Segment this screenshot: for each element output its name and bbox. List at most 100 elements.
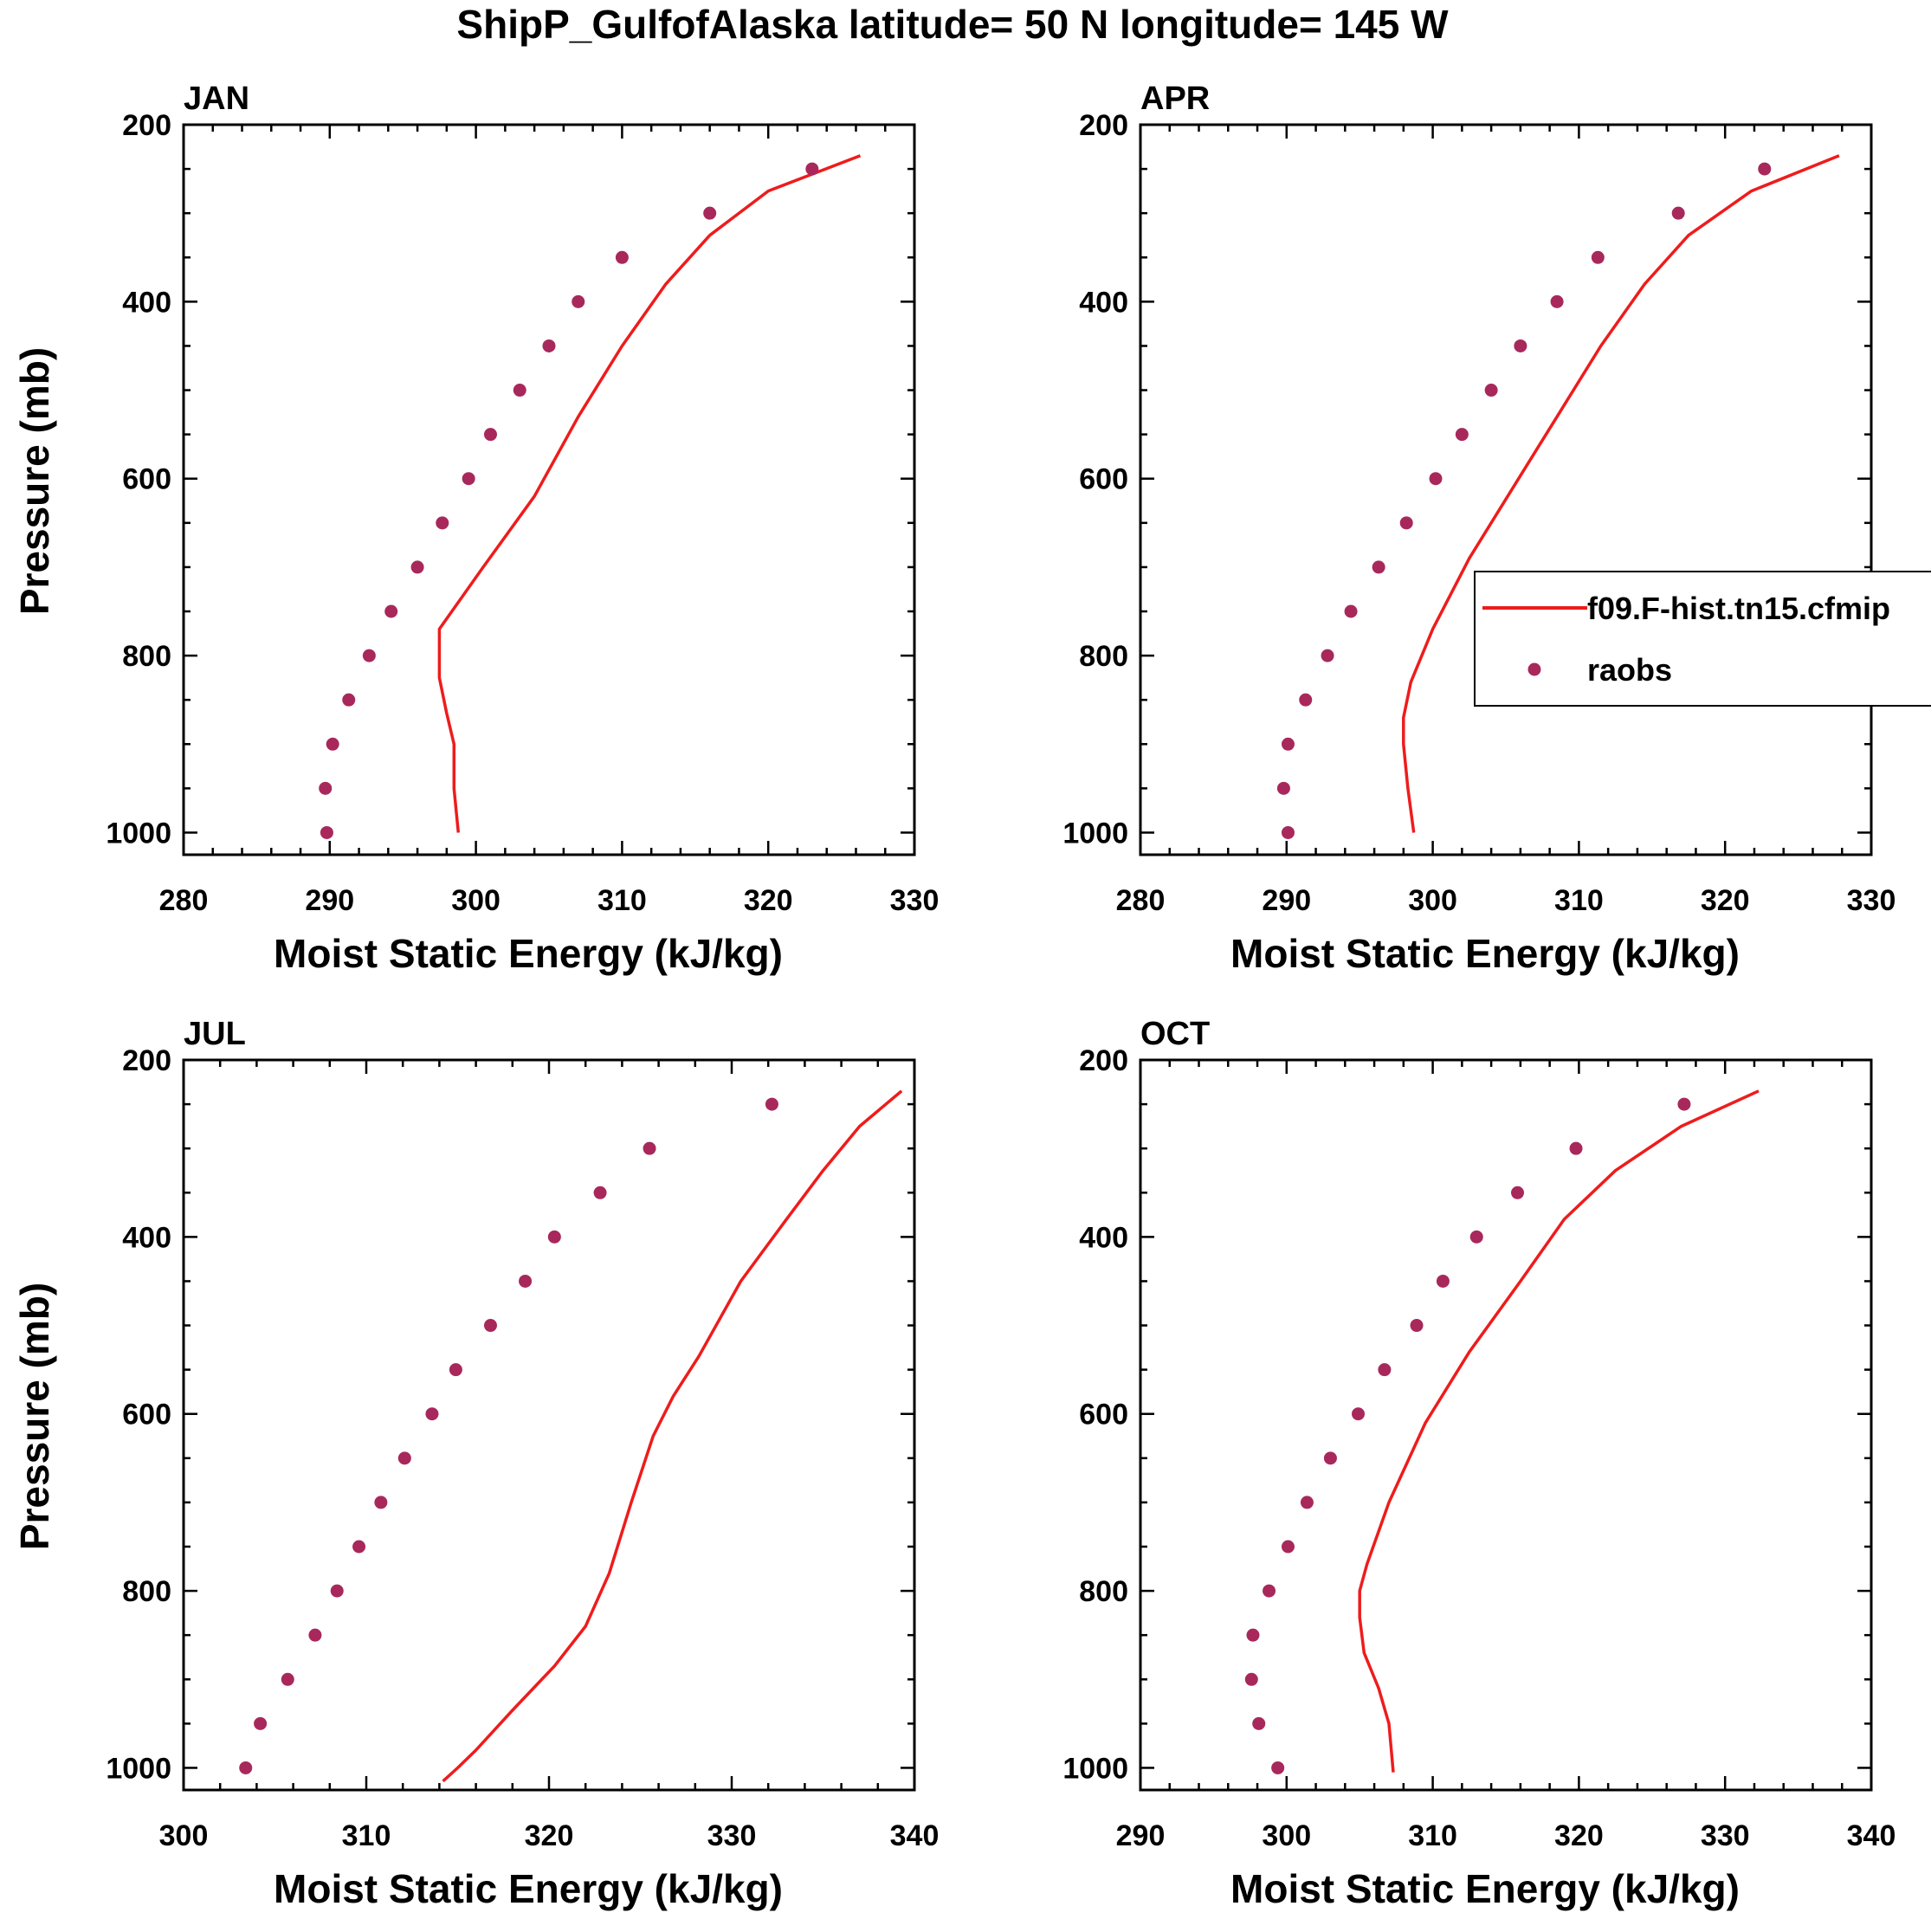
y-axis-label: Pressure (mb)	[12, 1283, 57, 1550]
y-tick-label: 1000	[1062, 817, 1128, 850]
panel-title: JUL	[184, 1016, 246, 1052]
obs-point	[1758, 162, 1772, 176]
obs-point	[239, 1761, 253, 1774]
obs-point	[765, 1097, 778, 1111]
y-tick-label: 800	[122, 1575, 171, 1608]
x-axis-label: Moist Static Energy (kJ/kg)	[274, 1866, 783, 1911]
legend-label-obs: raobs	[1587, 652, 1672, 688]
obs-point	[483, 428, 497, 442]
obs-point	[1271, 1761, 1285, 1774]
y-tick-label: 400	[1079, 1221, 1128, 1254]
obs-point	[1429, 472, 1443, 486]
x-axis-label: Moist Static Energy (kJ/kg)	[1230, 1866, 1740, 1911]
obs-point	[1372, 560, 1385, 574]
obs-point	[615, 250, 629, 264]
legend-marker-swatch	[1527, 662, 1541, 676]
obs-point	[805, 162, 819, 176]
obs-point	[1246, 1628, 1260, 1642]
obs-point	[1323, 1451, 1337, 1465]
obs-point	[319, 781, 333, 795]
obs-point	[1569, 1141, 1583, 1155]
y-tick-label: 600	[122, 463, 171, 496]
obs-point	[513, 384, 526, 397]
x-tick-label: 290	[1262, 884, 1311, 917]
panel-apr: APR 280 290 300 310 320 330 200 400 600 800 1000 Moi…	[1062, 81, 1895, 976]
obs-point	[593, 1186, 607, 1199]
obs-point	[547, 1230, 561, 1244]
obs-point	[1252, 1716, 1266, 1730]
y-tick-label: 1000	[106, 1752, 171, 1785]
x-tick-label: 320	[1554, 1819, 1604, 1852]
x-tick-label: 280	[1116, 884, 1166, 917]
obs-point	[326, 737, 339, 751]
x-tick-label: 320	[1701, 884, 1750, 917]
plot-frame	[1139, 1058, 1873, 1792]
obs-point	[1344, 604, 1358, 618]
panel-jan: JAN 280 290 300 310 320 330 200 400 600 800 1000 Moi…	[12, 81, 939, 976]
obs-point	[1399, 516, 1413, 530]
y-tick-label: 800	[1079, 640, 1128, 673]
x-tick-label: 300	[451, 884, 501, 917]
obs-point	[320, 825, 333, 839]
panel-jul: JUL 300 310 320 330 340 200 400 600 800 1000 Moist …	[12, 1016, 939, 1911]
y-tick-label: 400	[122, 286, 171, 319]
obs-point	[342, 693, 356, 707]
obs-point	[1281, 737, 1295, 751]
obs-point	[1276, 781, 1290, 795]
series-line-model	[1358, 1089, 1760, 1773]
obs-point	[374, 1496, 388, 1509]
x-tick-label: 330	[1847, 884, 1896, 917]
x-axis-label: Moist Static Energy (kJ/kg)	[1230, 931, 1740, 976]
plot-frame	[1139, 123, 1873, 856]
x-tick-label: 320	[525, 1819, 574, 1852]
obs-point	[1352, 1407, 1366, 1421]
obs-point	[330, 1584, 344, 1598]
plot-frame	[182, 123, 916, 856]
legend-label-model: f09.F-hist.tn15.cfmip	[1587, 591, 1890, 626]
obs-point	[362, 649, 376, 662]
y-tick-label: 600	[1079, 463, 1128, 496]
obs-point	[1671, 206, 1685, 220]
obs-point	[1514, 339, 1527, 352]
obs-point	[1244, 1672, 1258, 1686]
y-tick-label: 200	[1079, 109, 1128, 142]
x-tick-label: 290	[1116, 1819, 1166, 1852]
y-tick-label: 400	[122, 1221, 171, 1254]
x-tick-label: 310	[597, 884, 647, 917]
y-tick-label: 200	[1079, 1044, 1128, 1077]
obs-point	[1378, 1363, 1392, 1377]
y-tick-label: 600	[122, 1399, 171, 1431]
obs-point	[703, 206, 717, 220]
x-tick-label: 300	[159, 1819, 209, 1852]
x-tick-label: 310	[342, 1819, 391, 1852]
x-tick-label: 330	[1701, 1819, 1750, 1852]
obs-point	[1263, 1584, 1276, 1598]
x-tick-label: 340	[890, 1819, 940, 1852]
x-tick-label: 310	[1408, 1819, 1457, 1852]
panel-title: JAN	[184, 81, 249, 117]
obs-point	[519, 1274, 533, 1288]
obs-point	[449, 1363, 462, 1377]
y-tick-label: 200	[122, 1044, 171, 1077]
obs-point	[1281, 1540, 1295, 1554]
x-tick-label: 290	[305, 884, 354, 917]
legend: f09.F-hist.tn15.cfmip raobs	[1474, 571, 1931, 707]
obs-point	[1281, 825, 1295, 839]
x-axis-label: Moist Static Energy (kJ/kg)	[274, 931, 783, 976]
obs-point	[1550, 294, 1564, 308]
obs-point	[1436, 1274, 1450, 1288]
panel-title: OCT	[1140, 1016, 1210, 1052]
obs-point	[1410, 1319, 1424, 1333]
x-tick-label: 330	[707, 1819, 757, 1852]
y-tick-label: 1000	[1062, 1752, 1128, 1785]
x-tick-label: 280	[159, 884, 209, 917]
obs-point	[1469, 1230, 1483, 1244]
obs-point	[1591, 250, 1605, 264]
x-tick-label: 340	[1847, 1819, 1896, 1852]
y-tick-label: 400	[1079, 286, 1128, 319]
y-tick-label: 1000	[106, 817, 171, 850]
obs-point	[254, 1716, 268, 1730]
x-tick-label: 330	[890, 884, 940, 917]
